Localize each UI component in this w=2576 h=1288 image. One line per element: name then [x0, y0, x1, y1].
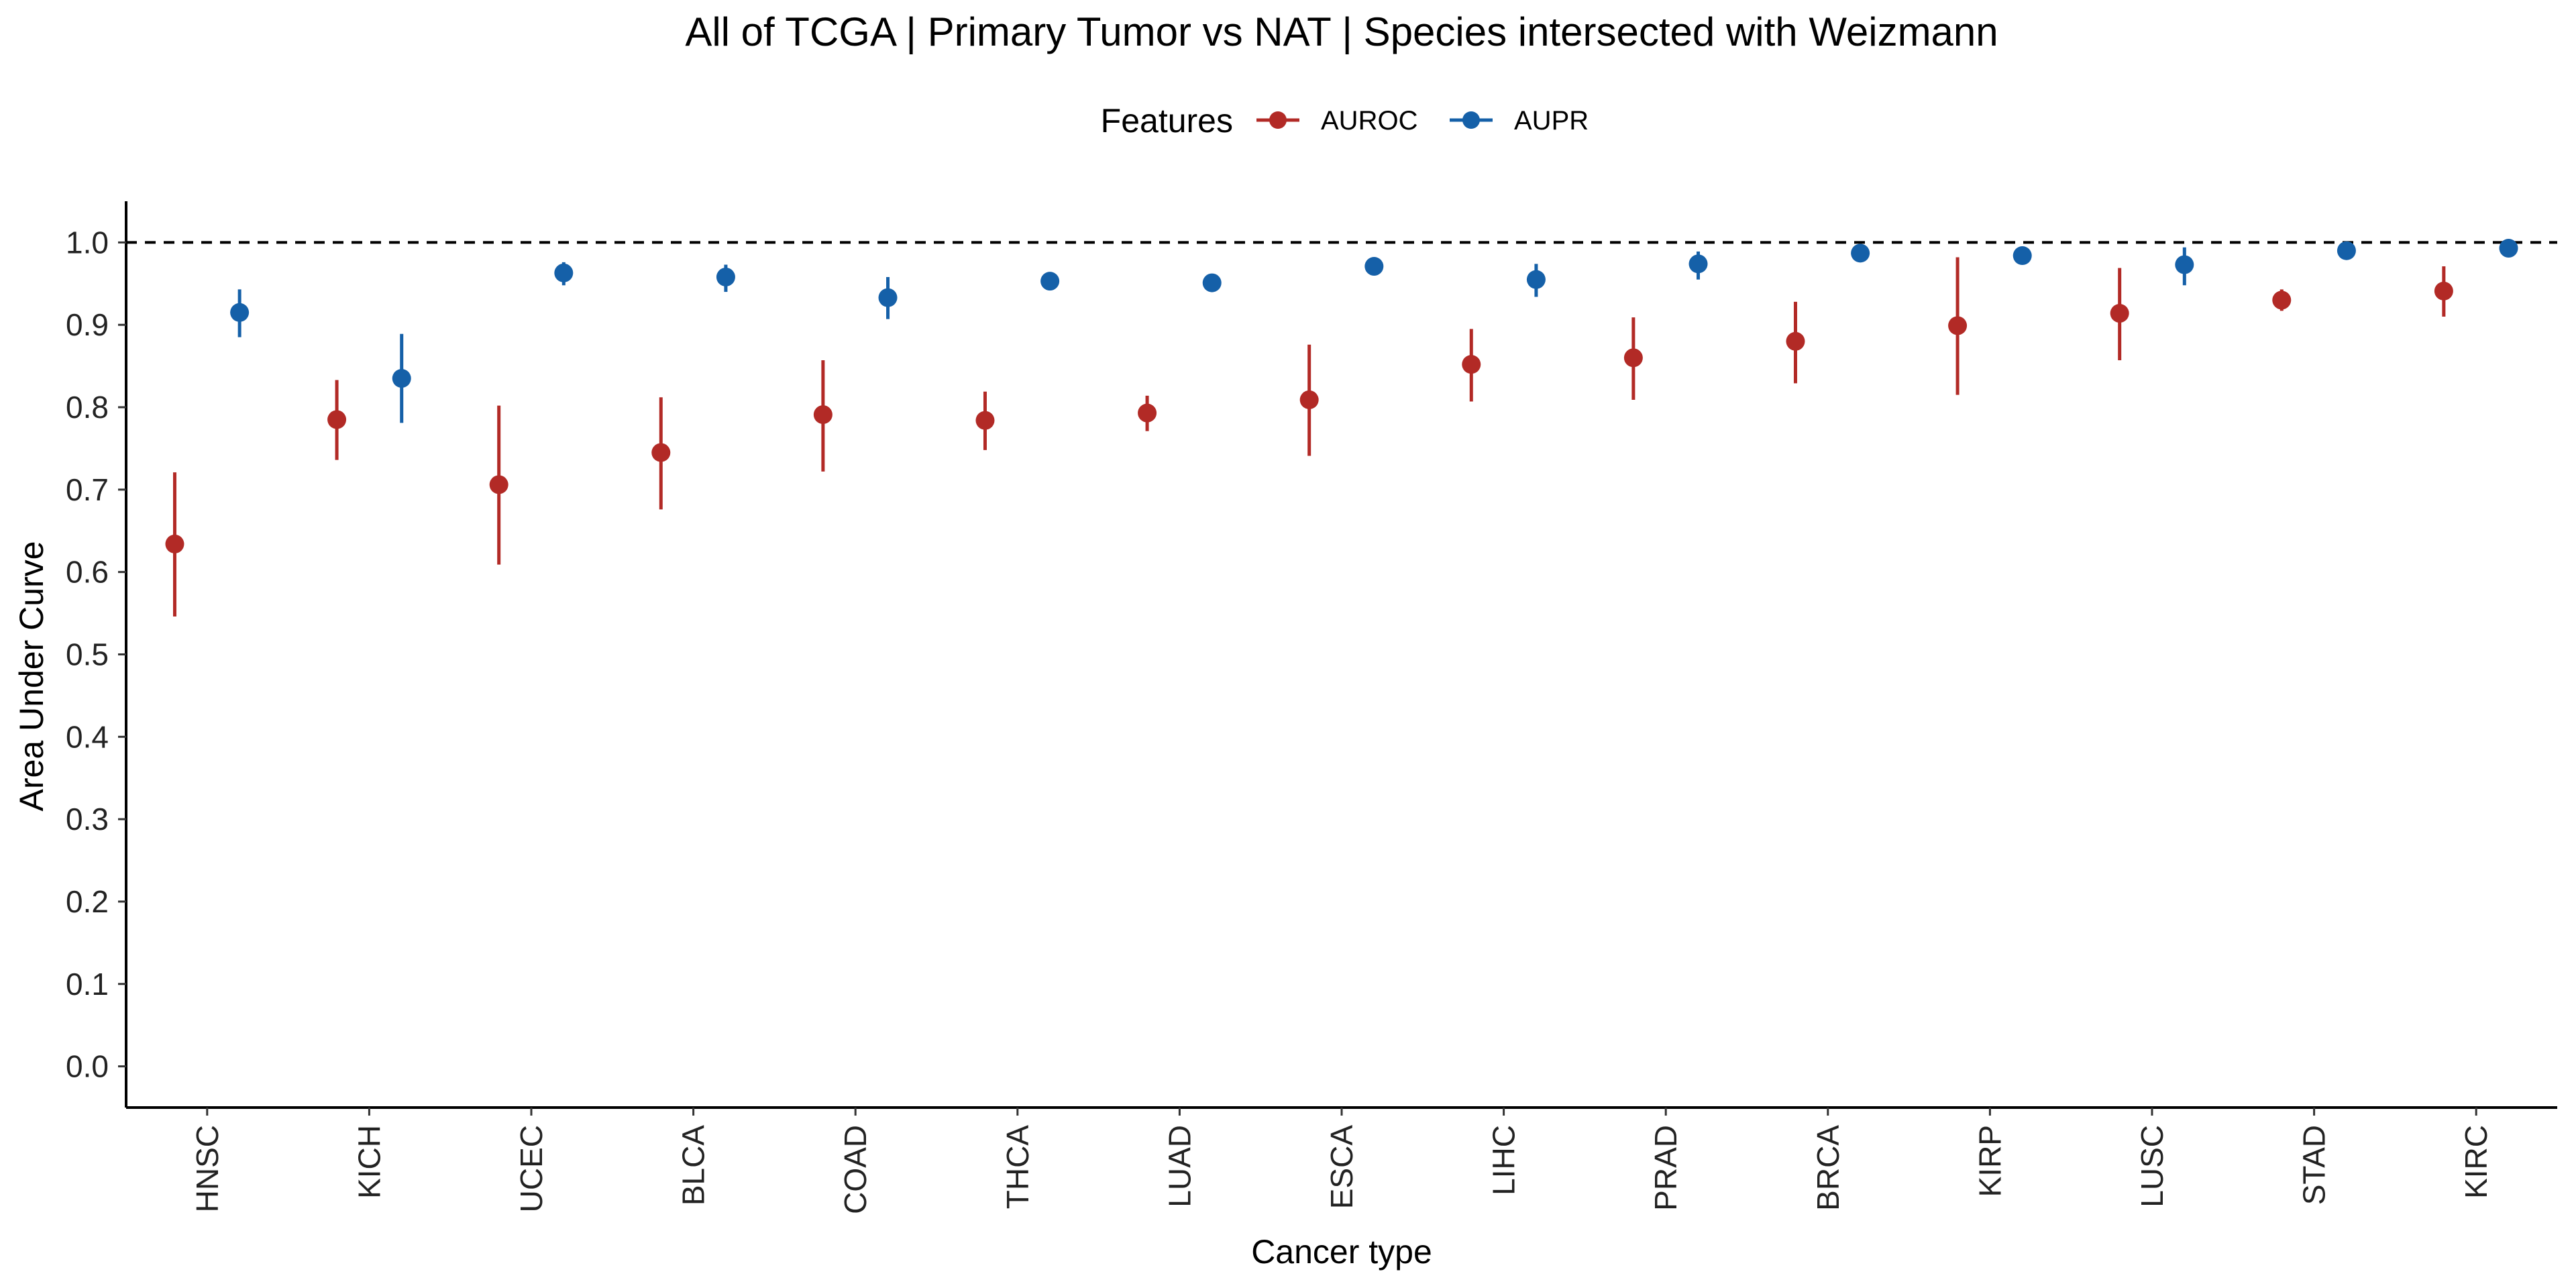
x-tick-label: BLCA	[676, 1125, 711, 1205]
y-tick-label: 0.4	[66, 719, 109, 754]
point-auroc	[1299, 390, 1319, 409]
y-tick-label: 0.8	[66, 390, 109, 425]
point-aupr	[2175, 255, 2194, 274]
y-tick-label: 0.1	[66, 967, 109, 1002]
y-tick-label: 0.6	[66, 555, 109, 590]
point-auroc	[327, 410, 347, 429]
x-tick-label: COAD	[838, 1125, 873, 1214]
point-auroc	[2434, 281, 2453, 301]
y-tick-label: 0.7	[66, 472, 109, 507]
x-axis-label: Cancer type	[1251, 1233, 1432, 1271]
point-aupr	[1040, 272, 1060, 291]
y-axis: 0.0 0.1 0.2 0.3 0.4 0.5 0.6 0.7 0.8 0.9 1.0	[66, 201, 127, 1108]
point-aupr	[1202, 273, 1222, 292]
x-tick-label: KIRC	[2459, 1125, 2493, 1199]
x-tick-label: LIHC	[1487, 1125, 1521, 1195]
point-aupr	[1526, 270, 1546, 289]
point-auroc	[1623, 348, 1643, 368]
point-auroc	[651, 443, 671, 462]
x-tick-label: LUAD	[1162, 1125, 1197, 1208]
point-auroc	[2110, 304, 2129, 323]
legend-item-auroc: AUROC	[1256, 106, 1417, 136]
x-tick-label: THCA	[1000, 1125, 1035, 1210]
x-tick-label: HNSC	[190, 1125, 225, 1212]
x-tick-label: UCEC	[514, 1125, 549, 1212]
point-aupr	[2012, 246, 2032, 266]
y-tick-label: 0.9	[66, 307, 109, 342]
point-aupr	[554, 263, 574, 282]
point-aupr	[1688, 254, 1708, 274]
point-auroc	[489, 475, 508, 494]
legend: Features AUROC AUPR	[1101, 102, 1589, 140]
y-tick-label: 0.2	[66, 884, 109, 919]
point-auroc	[975, 411, 995, 430]
x-tick-label: ESCA	[1324, 1125, 1359, 1210]
legend-items: AUROC AUPR	[1256, 106, 1589, 136]
x-tick-label: BRCA	[1811, 1125, 1845, 1211]
point-auroc	[1948, 316, 1968, 335]
legend-title: Features	[1101, 102, 1233, 140]
point-aupr	[1851, 244, 1870, 263]
x-tick-label: STAD	[2297, 1125, 2332, 1205]
y-tick-label: 0.0	[66, 1049, 109, 1084]
point-auroc	[1786, 331, 1805, 351]
y-tick-label: 1.0	[66, 225, 109, 260]
y-tick-label: 0.5	[66, 637, 109, 672]
legend-label: AUROC	[1321, 106, 1417, 136]
legend-key-point	[1269, 111, 1287, 129]
point-auroc	[813, 405, 833, 425]
point-aupr	[392, 369, 411, 388]
point-auroc	[2272, 290, 2292, 310]
chart-title: All of TCGA | Primary Tumor vs NAT | Spe…	[685, 9, 1998, 54]
point-aupr	[1364, 257, 1384, 276]
x-tick-label: LUSC	[2135, 1125, 2169, 1208]
point-aupr	[230, 303, 250, 322]
y-tick-label: 0.3	[66, 802, 109, 837]
point-aupr	[2499, 239, 2518, 258]
x-tick-label: PRAD	[1648, 1125, 1683, 1211]
data-points	[165, 239, 2518, 553]
point-aupr	[2337, 241, 2356, 260]
legend-key-point	[1462, 111, 1480, 129]
x-axis: HNSC KICH UCEC BLCA COAD THCA LUAD ESCA LIHC PRAD…	[126, 1106, 2557, 1214]
point-aupr	[716, 267, 735, 286]
point-aupr	[878, 288, 898, 307]
legend-item-aupr: AUPR	[1450, 106, 1589, 136]
x-tick-label: KICH	[352, 1125, 386, 1199]
point-auroc	[165, 534, 184, 553]
error-bars	[172, 245, 2511, 617]
x-tick-label: KIRP	[1972, 1125, 2007, 1197]
plot-area	[126, 239, 2557, 617]
y-axis-label: Area Under Curve	[13, 541, 50, 812]
legend-label: AUPR	[1514, 106, 1589, 136]
point-auroc	[1462, 355, 1481, 374]
point-auroc	[1138, 403, 1157, 423]
